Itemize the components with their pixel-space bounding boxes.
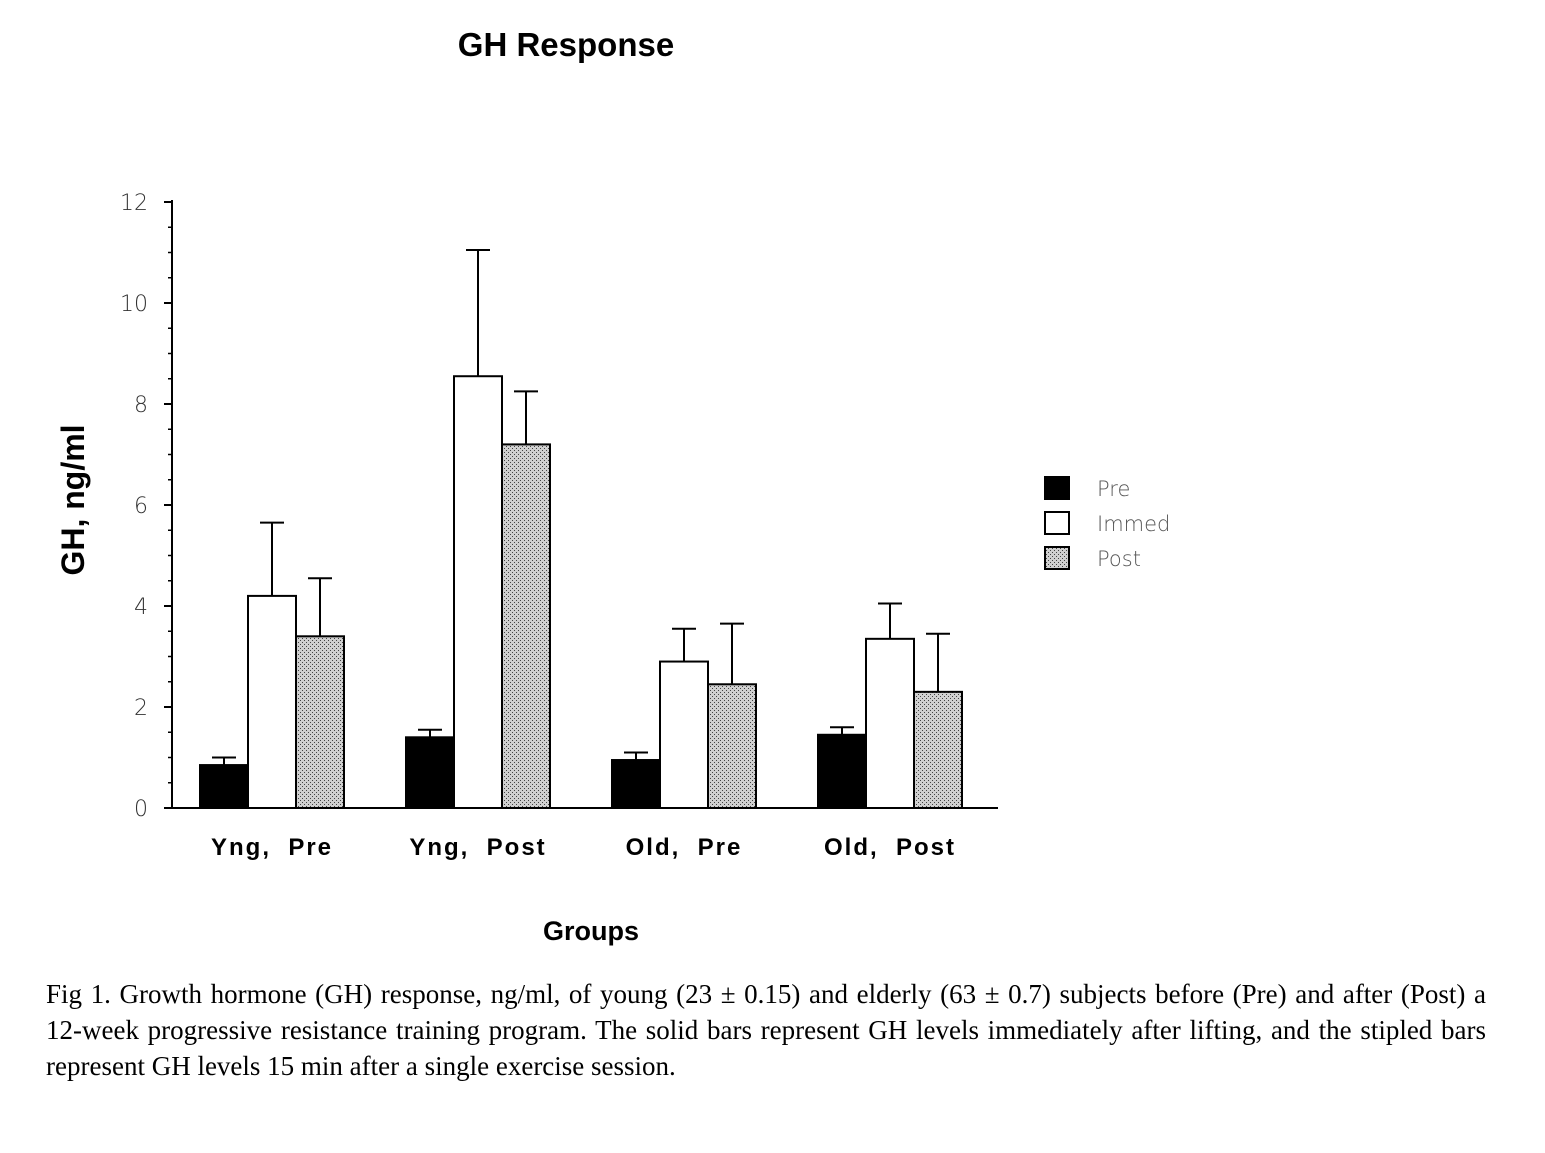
x-tick-label: Yng, Post — [409, 834, 546, 861]
y-tick-label: 4 — [134, 595, 148, 620]
bar-post — [913, 690, 963, 809]
bar-pre — [405, 736, 455, 809]
bar-immed — [659, 660, 709, 809]
legend-label: Immed — [1097, 512, 1170, 536]
y-axis-label: GH, ng/ml — [55, 424, 91, 575]
legend-swatch-pre — [1044, 476, 1070, 500]
y-tick-label: 2 — [134, 696, 148, 721]
y-tick-label: 8 — [134, 393, 148, 418]
y-tick-label: 12 — [120, 191, 148, 216]
legend-label: Pre — [1097, 477, 1130, 501]
bar-pre — [199, 764, 249, 810]
figure-caption: Fig 1. Growth hormone (GH) response, ng/… — [46, 979, 1486, 1081]
bar-post — [707, 683, 757, 810]
y-tick-label: 10 — [120, 292, 148, 317]
chart-title: GH Response — [458, 26, 674, 63]
x-tick-label: Yng, Pre — [211, 834, 333, 861]
x-axis-label: Groups — [543, 916, 639, 946]
x-tick-label: Old, Post — [824, 834, 956, 861]
y-tick-label: 0 — [134, 797, 148, 822]
legend-swatch-immed — [1044, 511, 1070, 535]
bar-post — [501, 443, 551, 809]
bar-immed — [453, 375, 503, 809]
x-tick-label: Old, Pre — [626, 834, 743, 861]
legend-swatch-post — [1044, 546, 1070, 570]
y-tick-label: 6 — [134, 494, 148, 519]
bar-post — [295, 635, 345, 809]
gh-response-chart: GH Response GH, ng/ml Groups 0 2 4 6 8 10 12 Y… — [55, 26, 1170, 946]
bar-pre — [611, 759, 661, 810]
bar-immed — [865, 637, 915, 810]
bar-immed — [247, 594, 297, 810]
bar-pre — [817, 733, 867, 810]
legend-label: Post — [1097, 547, 1141, 571]
